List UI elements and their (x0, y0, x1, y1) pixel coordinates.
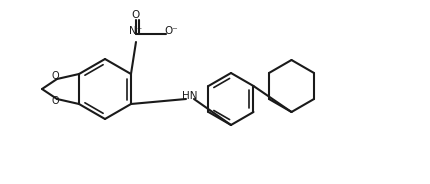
Text: O: O (132, 10, 140, 20)
Text: O: O (51, 71, 59, 81)
Text: N⁺: N⁺ (129, 26, 143, 36)
Text: O: O (51, 96, 59, 106)
Text: O⁻: O⁻ (164, 26, 178, 36)
Text: HN: HN (182, 91, 198, 101)
